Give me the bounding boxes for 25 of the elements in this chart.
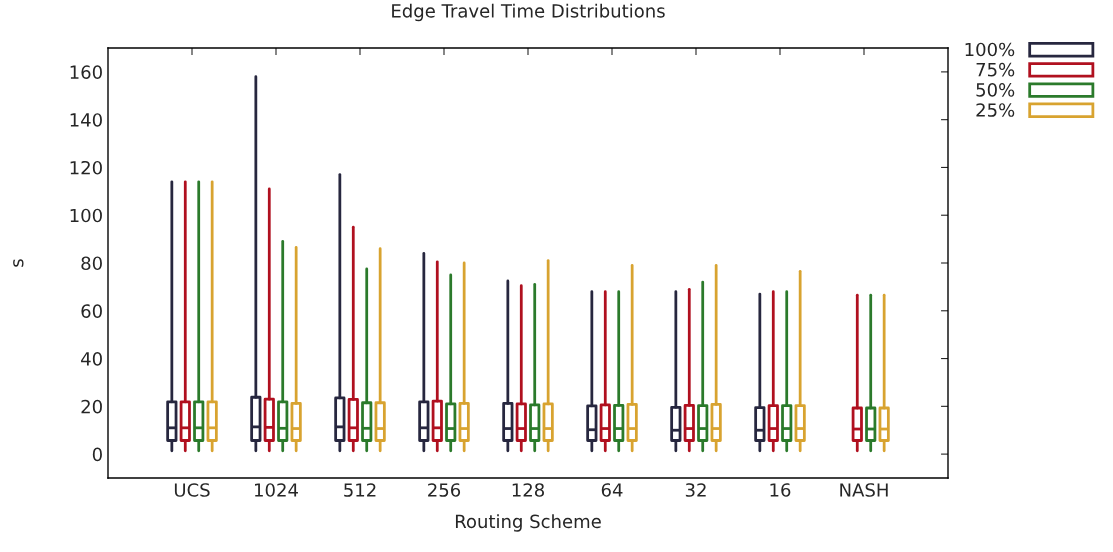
y-axis-title: s bbox=[13, 259, 24, 267]
y-tick-label: 160 bbox=[70, 65, 102, 80]
x-tick-label: 256 bbox=[428, 483, 461, 497]
x-tick-label: 16 bbox=[770, 483, 791, 497]
x-tick-label: NASH bbox=[840, 483, 888, 497]
legend-label: 25% bbox=[976, 103, 1015, 117]
y-tick-label: 100 bbox=[70, 208, 102, 223]
chart-title: Edge Travel Time Distributions bbox=[392, 3, 665, 22]
y-tick-label: 20 bbox=[81, 399, 102, 414]
x-tick-label: 64 bbox=[601, 483, 623, 497]
x-tick-label: 1024 bbox=[255, 483, 298, 497]
legend-label: 75% bbox=[976, 62, 1015, 77]
x-tick-label: 128 bbox=[512, 483, 544, 497]
y-tick-label: 60 bbox=[81, 304, 102, 318]
y-tick-label: 0 bbox=[92, 447, 102, 462]
legend-label: 50% bbox=[976, 83, 1015, 97]
legend-label: 100% bbox=[965, 42, 1015, 57]
x-tick-label: 512 bbox=[344, 483, 376, 497]
x-axis-title: Routing Scheme bbox=[455, 514, 601, 532]
x-tick-label: UCS bbox=[174, 483, 210, 497]
y-tick-label: 140 bbox=[70, 113, 102, 127]
x-tick-label: 32 bbox=[685, 483, 706, 497]
y-tick-label: 120 bbox=[70, 160, 102, 175]
y-tick-label: 80 bbox=[81, 256, 102, 271]
y-tick-label: 40 bbox=[81, 352, 102, 366]
